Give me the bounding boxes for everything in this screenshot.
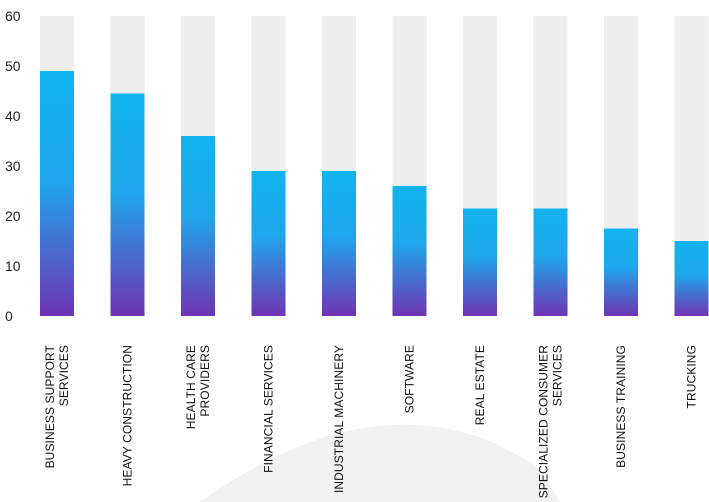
x-category-label-line: HEAVY CONSTRUCTION (121, 345, 135, 486)
bar (110, 93, 145, 316)
x-category-label-line: FINANCIAL SERVICES (262, 345, 276, 473)
bar (674, 241, 709, 316)
y-tick-label: 40 (5, 108, 21, 124)
x-category-label-line: SERVICES (551, 345, 565, 406)
x-category-label-line: SERVICES (57, 345, 71, 406)
x-category-label: SPECIALIZED CONSUMERSERVICES (537, 345, 565, 499)
bar (251, 171, 286, 316)
x-category-label-line: SOFTWARE (403, 345, 417, 413)
x-category-label: TRUCKING (685, 345, 699, 408)
y-tick-label: 50 (5, 58, 21, 74)
bar (40, 71, 74, 316)
x-category-label: HEALTH CAREPROVIDERS (184, 345, 212, 429)
x-category-label-line: PROVIDERS (198, 345, 212, 417)
x-category-label-line: REAL ESTATE (473, 345, 487, 425)
x-category-label-line: BUSINESS SUPPORT (43, 344, 57, 468)
x-category-label-line: TRUCKING (685, 345, 699, 408)
bar (463, 208, 497, 316)
y-tick-label: 30 (5, 158, 21, 174)
x-category-label: INDUSTRIAL MACHINERY (332, 345, 346, 493)
x-category-label: REAL ESTATE (473, 345, 487, 425)
bar (392, 186, 427, 316)
bar (604, 228, 638, 316)
bars (40, 71, 709, 316)
bar (322, 171, 356, 316)
y-tick-label: 20 (5, 208, 21, 224)
x-category-label: SOFTWARE (403, 345, 417, 413)
x-category-label-line: BUSINESS TRAINING (614, 345, 628, 468)
bar (181, 136, 215, 316)
background-watermark-shape (200, 424, 560, 502)
bar (533, 208, 568, 316)
x-category-label: BUSINESS SUPPORTSERVICES (43, 344, 71, 468)
x-category-label: BUSINESS TRAINING (614, 345, 628, 468)
x-category-label-line: SPECIALIZED CONSUMER (537, 345, 551, 499)
x-category-label-line: INDUSTRIAL MACHINERY (332, 345, 346, 493)
y-axis-ticks: 0 10 20 30 40 50 60 (5, 8, 21, 324)
y-tick-label: 60 (5, 8, 21, 24)
y-tick-label: 0 (5, 308, 13, 324)
x-axis-labels: BUSINESS SUPPORTSERVICES HEAVY CONSTRUCTI… (43, 344, 699, 498)
x-category-label: HEAVY CONSTRUCTION (121, 345, 135, 486)
y-tick-label: 10 (5, 258, 21, 274)
x-category-label: FINANCIAL SERVICES (262, 345, 276, 473)
x-category-label-line: HEALTH CARE (184, 345, 198, 429)
